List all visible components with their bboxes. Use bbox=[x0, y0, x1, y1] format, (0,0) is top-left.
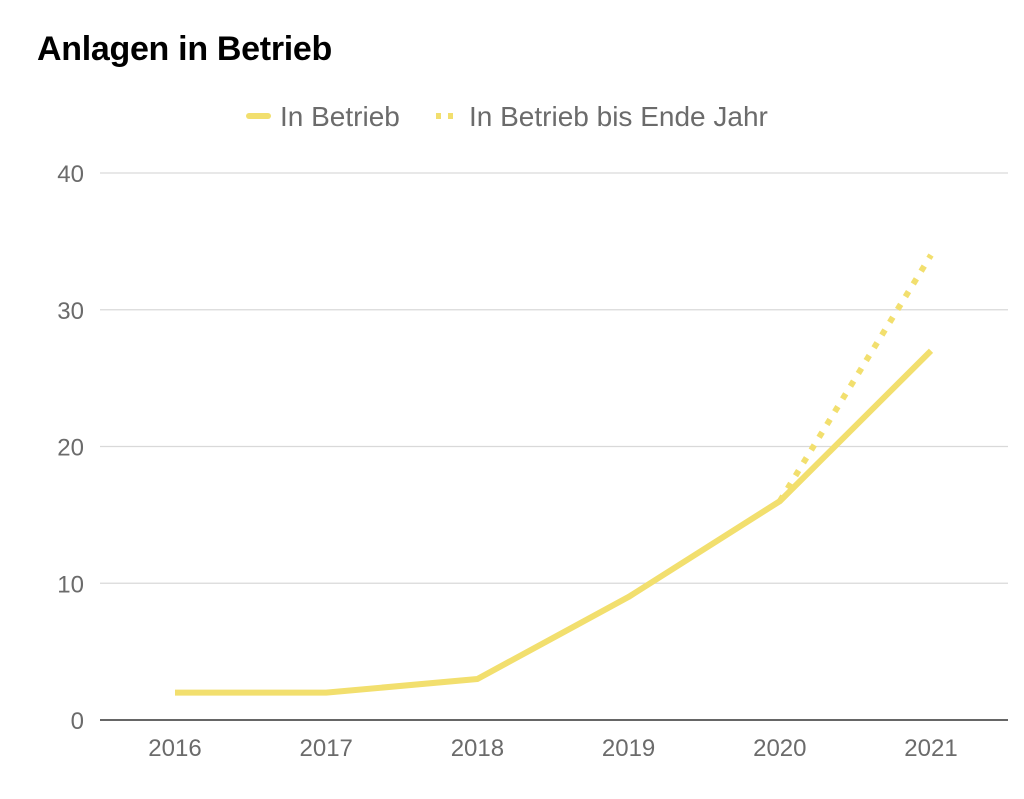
chart-title: Anlagen in Betrieb bbox=[37, 30, 332, 68]
x-tick-label: 2019 bbox=[602, 735, 655, 762]
x-axis-ticks: 2016 2017 2018 2019 2020 2021 bbox=[148, 735, 957, 762]
legend-label-in-betrieb-bis-ende-jahr: In Betrieb bis Ende Jahr bbox=[469, 101, 768, 132]
legend-label-in-betrieb: In Betrieb bbox=[280, 101, 400, 132]
x-tick-label: 2021 bbox=[904, 735, 957, 762]
x-tick-label: 2020 bbox=[753, 735, 806, 762]
x-tick-label: 2016 bbox=[148, 735, 201, 762]
y-axis-ticks: 0 10 20 30 40 bbox=[57, 161, 84, 735]
y-tick-label: 20 bbox=[57, 435, 84, 462]
y-tick-label: 10 bbox=[57, 571, 84, 598]
y-tick-label: 40 bbox=[57, 161, 84, 188]
y-tick-label: 30 bbox=[57, 298, 84, 325]
gridlines bbox=[100, 172, 1008, 584]
series-lines bbox=[175, 253, 934, 696]
y-tick-label: 0 bbox=[71, 708, 84, 735]
legend: In Betrieb In Betrieb bis Ende Jahr bbox=[246, 101, 768, 132]
x-tick-label: 2017 bbox=[300, 735, 353, 762]
series-line-1 bbox=[777, 253, 934, 503]
x-tick-label: 2018 bbox=[451, 735, 504, 762]
series-line-0 bbox=[175, 348, 934, 696]
